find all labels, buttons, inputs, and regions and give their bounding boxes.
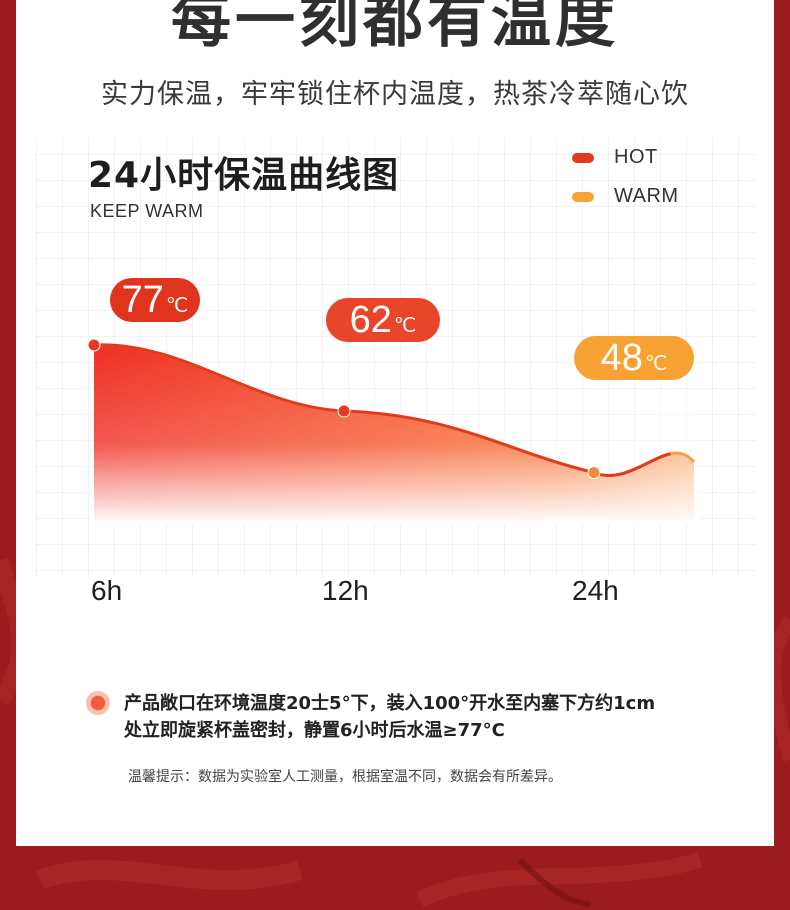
data-point-24h (587, 466, 601, 480)
data-point-12h (337, 404, 351, 418)
value-label-12h: 62 ℃ (350, 299, 417, 341)
legend-item-hot: HOT (572, 146, 658, 169)
value-badge-12h (326, 298, 440, 342)
tip-text: 温馨提示：数据为实验室人工测量，根据室温不同，数据会有所差异。 (128, 769, 562, 785)
chart-marks: 77 ℃ 62 ℃ 48 ℃ 6h 12h 24h (87, 278, 696, 606)
data-point-6h (87, 338, 101, 352)
value-badge-6h (110, 278, 200, 322)
note-line-1: 产品敞口在环境温度20士5°下，装入100°开水至内塞下方约1cm (124, 693, 656, 714)
chart-title: 24小时保温曲线图 (88, 155, 400, 196)
x-tick-label-12h: 12h (322, 575, 369, 606)
bullet-dot-icon (86, 691, 110, 715)
area-fade-right (560, 390, 700, 525)
chart-subtitle: KEEP WARM (90, 201, 204, 221)
legend-swatch-hot (572, 152, 594, 163)
series-line-hot (93, 343, 696, 477)
legend-label-warm: WARM (614, 185, 679, 207)
subheadline: 实力保温，牢牢锁住杯内温度，热茶冷萃随心饮 (101, 79, 689, 110)
test-condition-note: 产品敞口在环境温度20士5°下，装入100°开水至内塞下方约1cm 处立即旋紧杯… (124, 690, 764, 744)
legend-item-warm: WARM (572, 185, 679, 208)
x-tick-label-6h: 6h (91, 575, 122, 606)
note-line-2: 处立即旋紧杯盖密封，静置6小时后水温≥77°C (124, 720, 505, 741)
x-tick-label-24h: 24h (572, 575, 619, 606)
value-label-24h: 48 ℃ (601, 337, 668, 379)
legend-swatch-warm (572, 191, 594, 202)
headline: 每一刻都有温度 (171, 0, 619, 56)
value-badge-24h (574, 336, 694, 380)
legend-label-hot: HOT (614, 146, 658, 168)
value-label-6h: 77 ℃ (122, 279, 189, 321)
